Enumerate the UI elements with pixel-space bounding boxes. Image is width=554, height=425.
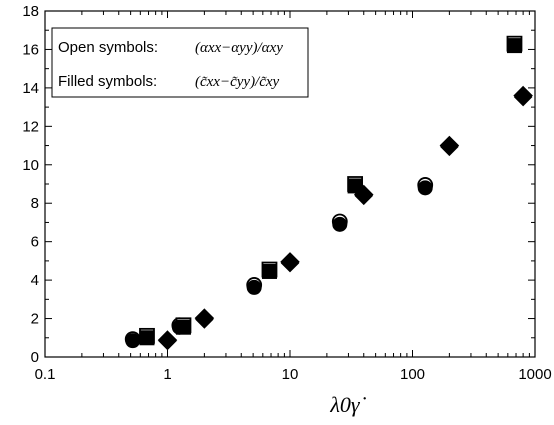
- x-tick-label: 1: [163, 366, 171, 383]
- legend-open-formula: (αxx−αyy)/αxy: [195, 40, 283, 56]
- y-tick-label: 4: [31, 272, 39, 289]
- y-tick-label: 10: [22, 157, 39, 174]
- y-tick-label: 2: [31, 311, 39, 328]
- filled-square-marker: [261, 263, 277, 279]
- filled-diamond-marker: [195, 310, 214, 329]
- filled-diamond-marker: [354, 186, 373, 206]
- legend-filled-label: Filled symbols:: [58, 73, 157, 90]
- filled-diamond-marker: [440, 137, 459, 157]
- y-tick-label: 18: [22, 3, 39, 20]
- y-tick-label: 6: [31, 234, 39, 251]
- filled-circle-marker: [246, 279, 262, 295]
- legend-open-label: Open symbols:: [58, 39, 158, 56]
- filled-diamond-marker: [280, 253, 300, 273]
- x-tick-label: 1000: [518, 366, 551, 383]
- filled-square-marker: [139, 330, 155, 346]
- y-tick-label: 0: [31, 349, 39, 366]
- filled-circle-marker: [417, 180, 433, 196]
- y-tick-label: 16: [22, 41, 39, 58]
- x-tick-label: 100: [400, 366, 425, 383]
- legend: Open symbols: (αxx−αyy)/αxy Filled symbo…: [51, 27, 309, 98]
- filled-diamond-marker: [158, 331, 177, 351]
- axis-ticks: [44, 10, 536, 358]
- filled-circle-marker: [125, 333, 141, 349]
- y-tick-label: 12: [22, 118, 39, 135]
- legend-box: [51, 27, 309, 98]
- filled-square-marker: [347, 178, 363, 194]
- filled-square-marker: [175, 319, 191, 335]
- legend-filled-formula: (c̃xx−c̃yy)/c̃xy: [195, 74, 280, 90]
- data-markers: [124, 35, 533, 351]
- y-tick-label: 8: [31, 195, 39, 212]
- x-tick-label: 10: [282, 366, 299, 383]
- axis-tick-labels: 0.1 1 10 100 1000 0 2 4 6 8 10 12 14 16 18: [22, 3, 551, 383]
- x-tick-label: 0.1: [35, 366, 56, 383]
- filled-square-marker: [506, 38, 522, 54]
- filled-circle-marker: [332, 216, 348, 232]
- x-axis-label: λ0γ̇: [329, 392, 366, 417]
- filled-diamond-marker: [513, 87, 533, 107]
- y-tick-label: 14: [22, 80, 39, 97]
